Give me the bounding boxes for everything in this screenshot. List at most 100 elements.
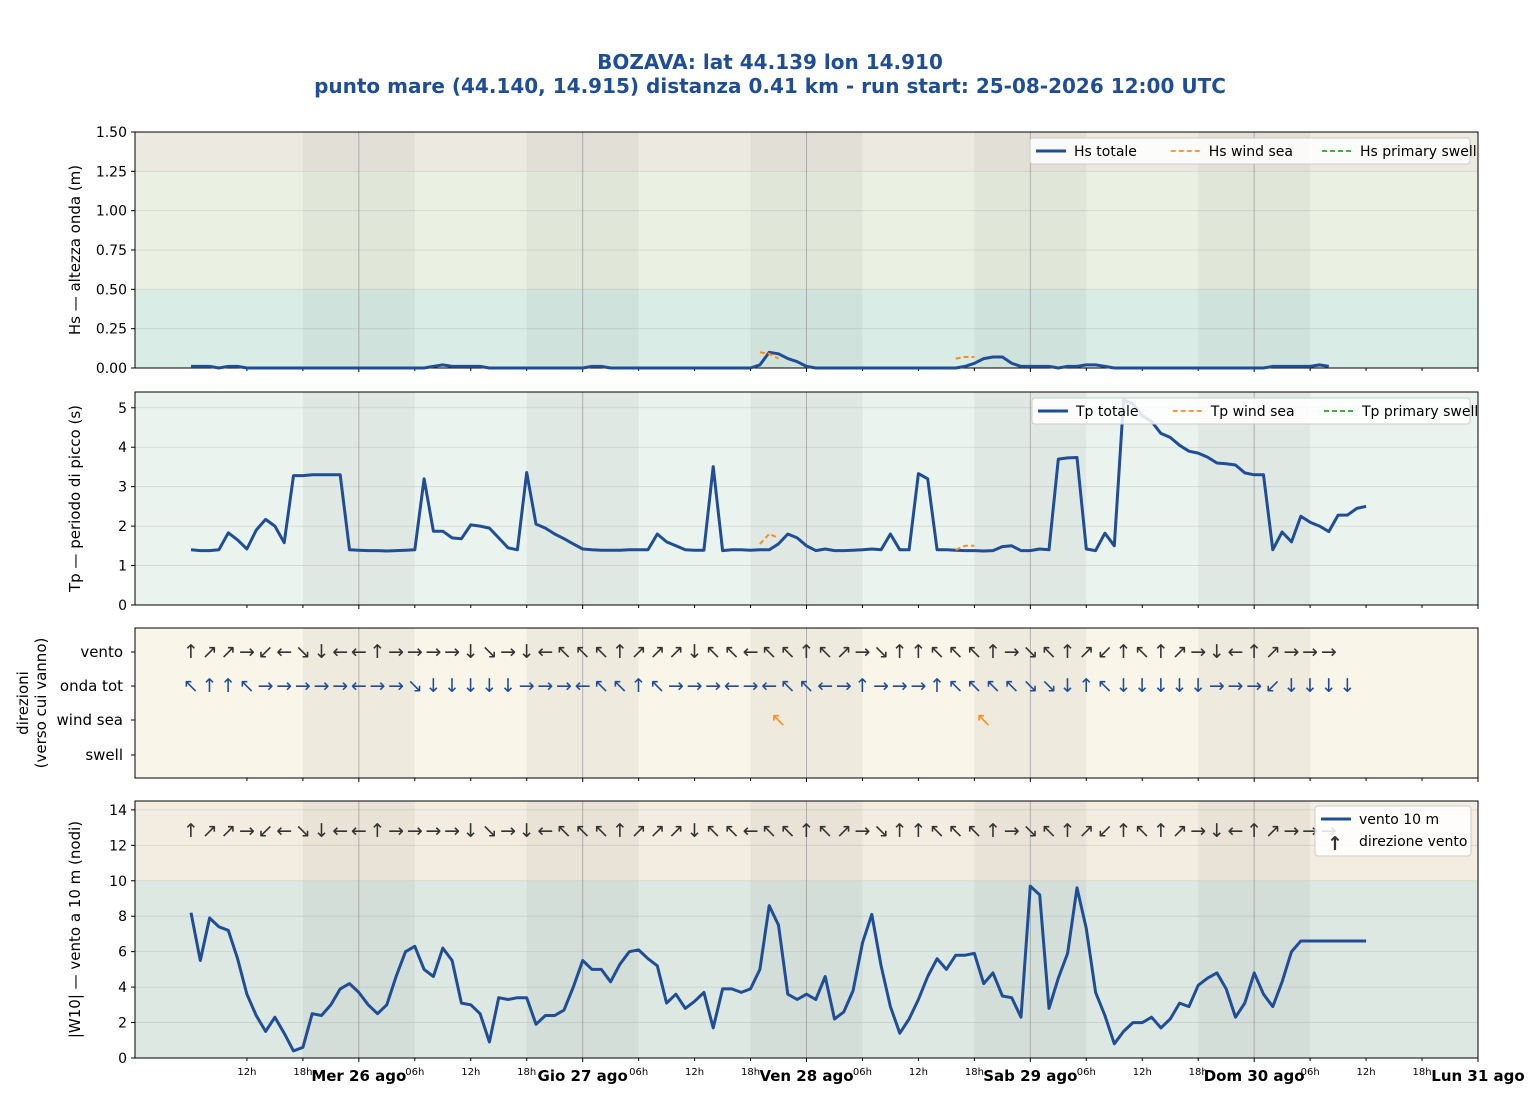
wind-direction-arrow: ← <box>1228 641 1244 663</box>
wind-direction-arrow: ↘ <box>873 820 889 842</box>
legend: Tp totale Tp wind sea Tp primary swell <box>1031 397 1478 425</box>
legend-label: direzione vento <box>1359 834 1467 850</box>
legend-label: Hs wind sea <box>1209 144 1293 160</box>
wind-direction-arrow: → <box>1004 641 1020 663</box>
wind-direction-arrow: ↖ <box>705 820 721 842</box>
wind-direction-arrow: ← <box>276 820 292 842</box>
x-tick-label: 12h <box>1133 1067 1152 1078</box>
wind-direction-arrow: ← <box>276 641 292 663</box>
wave-direction-arrow: ↖ <box>966 675 982 697</box>
y-axis-label: Hs — altezza onda (m) <box>66 165 84 335</box>
legend-frame <box>1029 137 1471 165</box>
wave-direction-arrow: ↖ <box>183 675 199 697</box>
wind-direction-arrow: → <box>388 820 404 842</box>
legend: Hs totale Hs wind sea Hs primary swell <box>1029 137 1477 165</box>
x-day-label: Mer 26 ago <box>311 1067 406 1085</box>
wave-direction-arrow: → <box>519 675 535 697</box>
x-tick-label: 12h <box>909 1067 928 1078</box>
wind-direction-arrow: ↗ <box>220 820 236 842</box>
wind-direction-arrow: ↖ <box>817 820 833 842</box>
wind-direction-arrow: ↑ <box>1116 820 1132 842</box>
wind-direction-arrow: ↖ <box>1134 641 1150 663</box>
wave-direction-arrow: ↓ <box>1302 675 1318 697</box>
wind-direction-arrow: ↖ <box>929 641 945 663</box>
wave-direction-arrow: ↑ <box>929 675 945 697</box>
wind-direction-arrow: ↗ <box>631 820 647 842</box>
wind-direction-arrow: ↙ <box>258 820 274 842</box>
wind-direction-arrow: ↗ <box>649 641 665 663</box>
wind-direction-arrow: ← <box>351 820 367 842</box>
wind-direction-arrow: ↖ <box>705 641 721 663</box>
x-tick-label: 12h <box>685 1067 704 1078</box>
chart-title: BOZAVA: lat 44.139 lon 14.910 punto mare… <box>0 50 1540 98</box>
wind-direction-arrow: ↑ <box>1116 641 1132 663</box>
y-tick-label: 14 <box>109 803 127 819</box>
series-line-totale <box>190 398 1367 553</box>
wind-direction-arrow: ↑ <box>1060 820 1076 842</box>
x-day-label: Lun 31 ago <box>1431 1067 1524 1085</box>
wave-direction-arrow: ↓ <box>463 675 479 697</box>
panel-frame <box>134 627 1479 779</box>
series-line-totale <box>189 884 1367 1053</box>
wave-direction-arrow: ↑ <box>854 675 870 697</box>
wind-direction-arrow: ↘ <box>1022 641 1038 663</box>
wave-direction-arrow: ↓ <box>500 675 516 697</box>
wave-direction-arrow: → <box>1228 675 1244 697</box>
wave-direction-arrow: ↖ <box>1004 675 1020 697</box>
y-tick-label: 5 <box>118 401 127 417</box>
title-line-1: BOZAVA: lat 44.139 lon 14.910 <box>597 50 943 74</box>
wind-direction-arrow: ↑ <box>1153 641 1169 663</box>
legend-arrow-icon: ↑ <box>1327 833 1343 855</box>
wind-direction-arrow: ↑ <box>612 820 628 842</box>
wave-direction-arrow: ↓ <box>1339 675 1355 697</box>
wind-direction-arrow: ↖ <box>817 641 833 663</box>
wind-direction-arrow: ↗ <box>1265 820 1281 842</box>
wind-direction-arrow: ↓ <box>1209 641 1225 663</box>
wind-direction-arrow: ↗ <box>836 641 852 663</box>
wind-direction-arrow: ↖ <box>948 820 964 842</box>
wind-direction-arrow: ↖ <box>575 820 591 842</box>
wind-direction-arrow: → <box>425 820 441 842</box>
wind-direction-arrow: ↖ <box>780 820 796 842</box>
wind-sea-direction-arrow: ↖ <box>976 709 992 731</box>
wind-direction-arrow: ↖ <box>724 641 740 663</box>
wave-direction-arrow: ↓ <box>1321 675 1337 697</box>
wave-direction-arrow: ↖ <box>593 675 609 697</box>
y-tick-label: 4 <box>118 440 127 456</box>
panel-frame <box>134 131 1479 369</box>
wind-direction-arrow: ↓ <box>314 641 330 663</box>
wave-direction-arrow: → <box>873 675 889 697</box>
wind-direction-arrow: → <box>854 641 870 663</box>
y-tick-label: 12 <box>109 838 127 854</box>
direction-row-label: swell <box>85 746 123 764</box>
x-day-label: Gio 27 ago <box>538 1067 628 1085</box>
wave-direction-arrow: ← <box>351 675 367 697</box>
wind-direction-arrow: ↖ <box>966 641 982 663</box>
x-tick-label: 06h <box>1077 1067 1096 1078</box>
wind-direction-arrow: → <box>1321 641 1337 663</box>
wind-direction-arrow: ↗ <box>1172 641 1188 663</box>
wind-direction-arrow: ↗ <box>1265 641 1281 663</box>
legend-label: Hs totale <box>1074 144 1137 160</box>
wind-direction-arrow: → <box>444 820 460 842</box>
wind-direction-arrow: ↗ <box>202 641 218 663</box>
y-tick-label: 1.00 <box>96 204 127 220</box>
wave-direction-arrow: ↙ <box>1265 675 1281 697</box>
x-tick-label: 12h <box>461 1067 480 1078</box>
wind-direction-arrow: ← <box>332 820 348 842</box>
wind-direction-arrow: ↖ <box>761 820 777 842</box>
wind-direction-arrow: ↖ <box>1134 820 1150 842</box>
panel-tp: 0 1 2 3 4 5 Tp — periodo di picco (s) Tp totale… <box>66 391 1479 614</box>
wind-direction-arrow: ↗ <box>649 820 665 842</box>
legend-label: Tp primary swell <box>1361 404 1478 420</box>
x-tick-label: 06h <box>629 1067 648 1078</box>
y-tick-label: 8 <box>118 909 127 925</box>
wind-sea-direction-arrow: ↖ <box>771 709 787 731</box>
wind-direction-arrow: ↖ <box>1041 641 1057 663</box>
wind-direction-arrow: ↓ <box>687 820 703 842</box>
series-line-wind-sea <box>759 532 779 545</box>
x-tick-label: 18h <box>965 1067 984 1078</box>
wind-direction-arrow: ↓ <box>519 820 535 842</box>
wind-direction-arrow: ↓ <box>463 820 479 842</box>
wind-direction-arrow: ↑ <box>1246 641 1262 663</box>
